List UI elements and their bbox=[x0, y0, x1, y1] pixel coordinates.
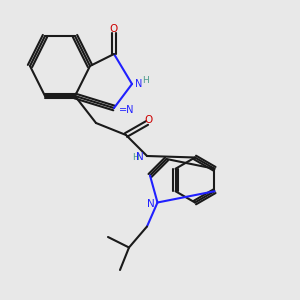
Text: N: N bbox=[136, 152, 144, 163]
Text: N: N bbox=[135, 79, 142, 89]
Text: O: O bbox=[110, 23, 118, 34]
Text: N: N bbox=[147, 199, 154, 209]
Text: =N: =N bbox=[118, 105, 134, 116]
Text: H: H bbox=[142, 76, 149, 85]
Text: O: O bbox=[144, 115, 153, 125]
Text: H: H bbox=[132, 153, 139, 162]
